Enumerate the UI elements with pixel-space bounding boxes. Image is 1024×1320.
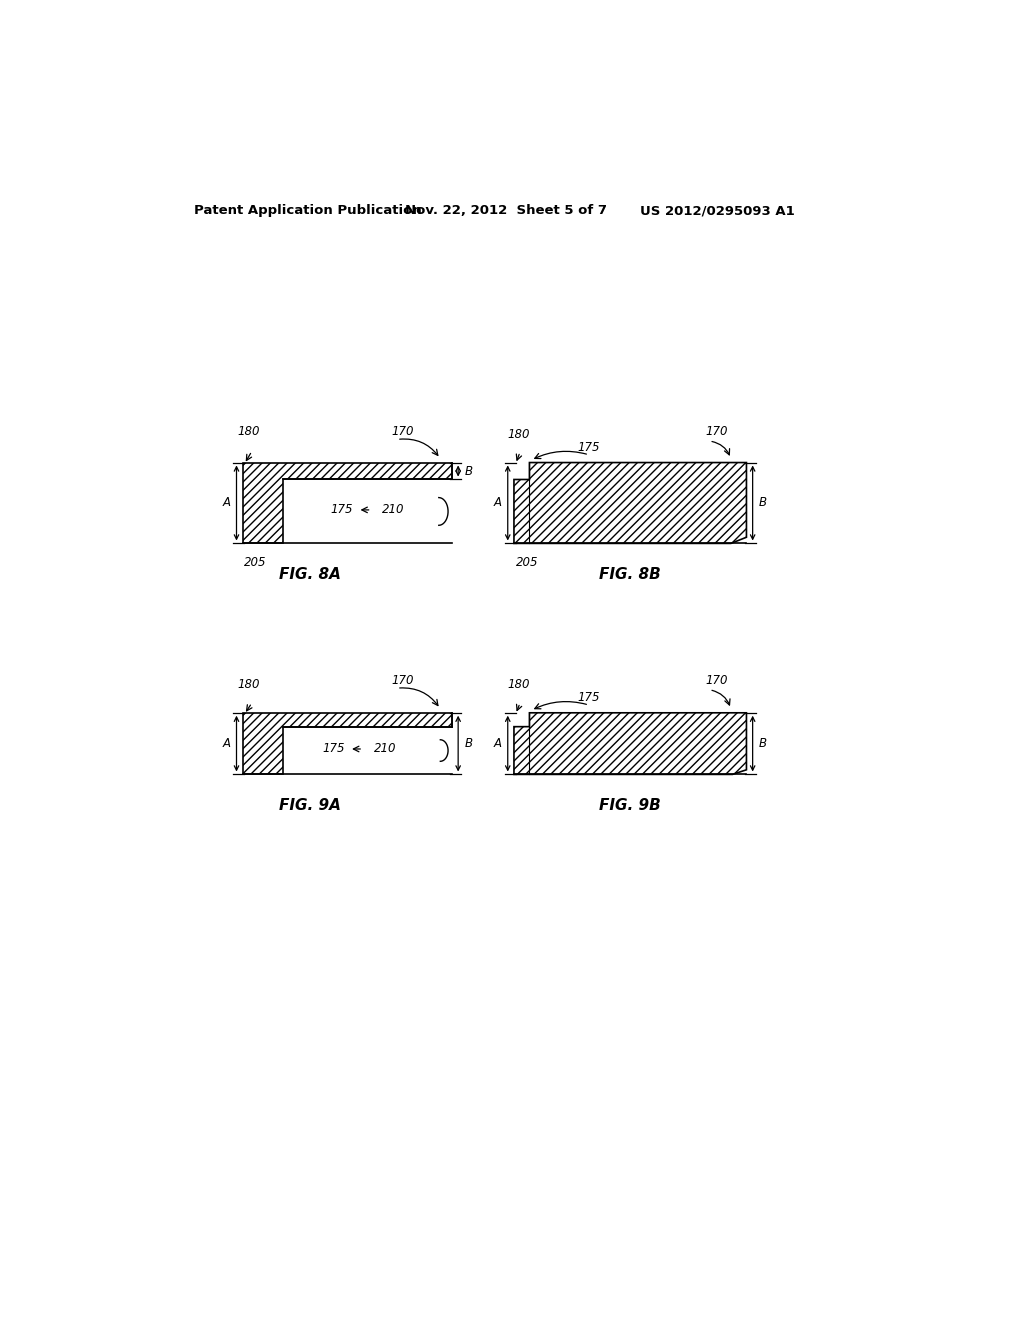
Text: 175: 175 <box>578 441 600 454</box>
Text: FIG. 8A: FIG. 8A <box>280 566 341 582</box>
Text: 205: 205 <box>245 556 266 569</box>
Polygon shape <box>514 462 746 544</box>
Text: US 2012/0295093 A1: US 2012/0295093 A1 <box>640 205 795 218</box>
Text: 175: 175 <box>578 690 600 704</box>
Polygon shape <box>514 713 746 775</box>
Text: 180: 180 <box>507 678 529 692</box>
Text: B: B <box>464 465 472 478</box>
Text: A: A <box>222 737 230 750</box>
Text: 170: 170 <box>392 675 415 686</box>
Text: 210: 210 <box>382 503 404 516</box>
Text: Nov. 22, 2012  Sheet 5 of 7: Nov. 22, 2012 Sheet 5 of 7 <box>406 205 607 218</box>
Text: FIG. 9A: FIG. 9A <box>280 797 341 813</box>
Text: FIG. 8B: FIG. 8B <box>599 566 662 582</box>
Text: 175: 175 <box>331 503 353 516</box>
Text: 180: 180 <box>238 678 260 692</box>
Text: 175: 175 <box>323 742 345 755</box>
Polygon shape <box>243 713 452 775</box>
Text: 205: 205 <box>515 556 538 569</box>
Text: B: B <box>759 496 767 510</box>
Polygon shape <box>243 462 452 544</box>
Text: A: A <box>494 496 502 510</box>
Text: Patent Application Publication: Patent Application Publication <box>194 205 422 218</box>
Text: 210: 210 <box>374 742 396 755</box>
Text: 180: 180 <box>238 425 260 438</box>
Text: FIG. 9B: FIG. 9B <box>599 797 662 813</box>
Text: A: A <box>222 496 230 510</box>
Text: B: B <box>464 737 472 750</box>
Text: 180: 180 <box>507 428 529 441</box>
Text: 170: 170 <box>392 425 415 438</box>
Text: 170: 170 <box>706 425 728 438</box>
Text: A: A <box>494 737 502 750</box>
Text: B: B <box>759 737 767 750</box>
Text: 170: 170 <box>706 675 728 686</box>
